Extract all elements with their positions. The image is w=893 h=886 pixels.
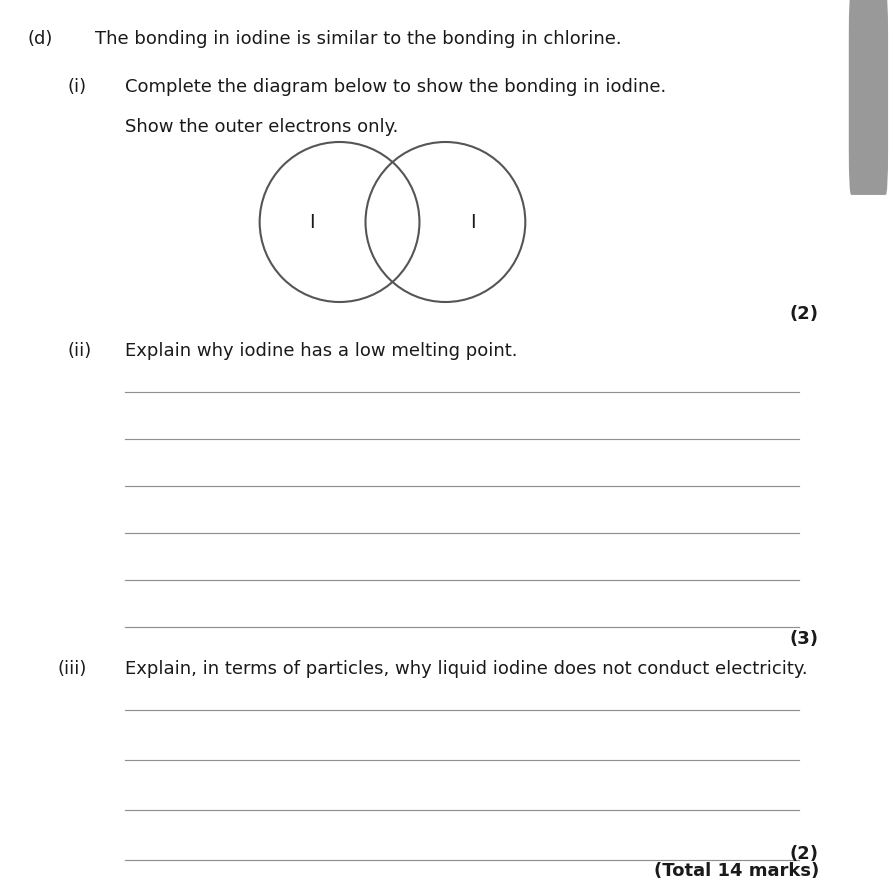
Text: I: I (309, 213, 314, 231)
Text: (Total 14 marks): (Total 14 marks) (654, 862, 819, 880)
Text: (iii): (iii) (58, 660, 88, 678)
Text: The bonding in iodine is similar to the bonding in chlorine.: The bonding in iodine is similar to the … (95, 30, 622, 48)
FancyBboxPatch shape (848, 0, 888, 195)
Text: (2): (2) (790, 845, 819, 863)
Text: Explain why iodine has a low melting point.: Explain why iodine has a low melting poi… (125, 342, 517, 360)
Text: (i): (i) (68, 78, 87, 96)
Text: (3): (3) (790, 630, 819, 648)
Text: (d): (d) (28, 30, 54, 48)
Text: Complete the diagram below to show the bonding in iodine.: Complete the diagram below to show the b… (125, 78, 666, 96)
Text: (ii): (ii) (68, 342, 92, 360)
Text: (2): (2) (790, 305, 819, 323)
Text: I: I (471, 213, 476, 231)
Text: Explain, in terms of particles, why liquid iodine does not conduct electricity.: Explain, in terms of particles, why liqu… (125, 660, 807, 678)
Text: Show the outer electrons only.: Show the outer electrons only. (125, 118, 398, 136)
